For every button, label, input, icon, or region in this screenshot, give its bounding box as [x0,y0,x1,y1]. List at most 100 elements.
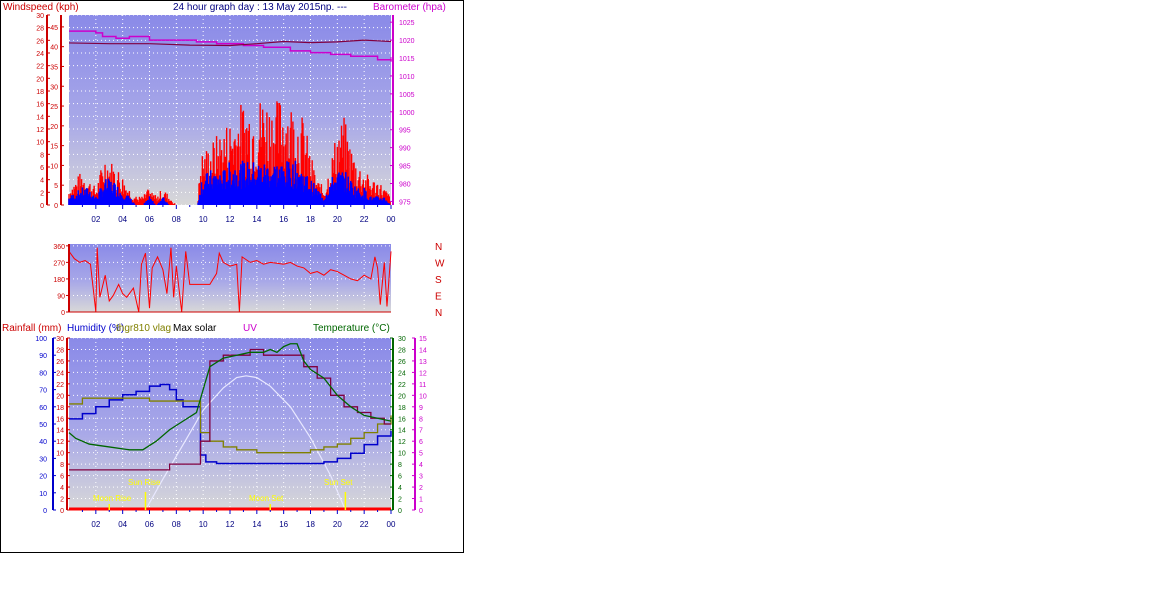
temperature-axis-tick-label: 4 [398,485,402,492]
wind-kph-axis-tick-label: 28 [36,26,44,33]
solar-max-series [144,375,346,511]
humidity-axis-tick-label: 0 [43,508,47,515]
wind-inner-axis-tick-label: 10 [50,163,58,170]
wind-kph-axis-tick-label: 20 [36,76,44,83]
uv-axis-tick-label: 1 [419,497,423,504]
barometer-axis-label: Barometer (hpa) [373,2,446,13]
compass-label: N [435,242,442,253]
rain-axis-tick-label: 12 [56,439,64,446]
compass-label: E [435,291,442,302]
chart-title: 24 hour graph day : 13 May 2015np. --- [173,2,347,13]
temperature-axis-tick-label: 24 [398,370,406,377]
hour-tick-label: 20 [333,520,342,529]
barometer-axis-tick-label: 1000 [399,110,415,117]
sensor-label: thgr810 vlag [116,323,171,334]
uv-axis-tick-label: 0 [419,508,423,515]
hour-tick-label: 04 [118,215,127,224]
barometer-axis-tick-label: 990 [399,146,411,153]
uv-axis-tick-label: 9 [419,405,423,412]
hour-tick-label: 06 [145,215,154,224]
uv-axis-tick-label: 7 [419,428,423,435]
hour-tick-label: 12 [226,215,235,224]
rain-axis-tick-label: 16 [56,416,64,423]
uv-axis-tick-label: 15 [419,336,427,343]
temperature-axis-tick-label: 16 [398,416,406,423]
barometer-axis-tick-label: 1005 [399,92,415,99]
barometer-axis-tick-label: 1025 [399,20,415,27]
temperature-axis-tick-label: 2 [398,497,402,504]
uv-axis-tick-label: 12 [419,370,427,377]
humidity-series [69,383,392,465]
barometer-axis-tick-label: 980 [399,181,411,188]
humidity-axis-tick-label: 10 [39,491,47,498]
barometer-axis-tick-label: 1015 [399,56,415,63]
wind-kph-axis-tick-label: 6 [40,165,44,172]
wind-kph-axis-tick-label: 30 [36,13,44,20]
humidity-axis-label: Humidity (%) [67,323,124,334]
wind-kph-axis-tick-label: 14 [36,114,44,121]
humidity-axis-tick-label: 70 [39,388,47,395]
humidity-axis-tick-label: 100 [35,336,47,343]
rain-axis-tick-label: 6 [60,474,64,481]
rain-axis-label: Rainfall (mm) [2,323,61,334]
temperature-axis-tick-label: 12 [398,439,406,446]
temperature-axis-tick-label: 6 [398,474,402,481]
rain-axis-tick-label: 0 [60,508,64,515]
hour-tick-label: 06 [145,520,154,529]
direction-panel-bg [69,244,391,312]
humidity-axis-tick-label: 80 [39,370,47,377]
hour-tick-label: 22 [360,215,369,224]
humidity-axis-tick-label: 90 [39,353,47,360]
weather-charts: Windspeed (kph) 24 hour graph day : 13 M… [2,2,446,529]
wind-inner-axis-tick-label: 20 [50,124,58,131]
rain-axis-tick-label: 28 [56,347,64,354]
wind-inner-axis-tick-label: 5 [54,183,58,190]
hour-tick-label: 10 [199,520,208,529]
wind-kph-axis-tick-label: 24 [36,51,44,58]
uv-axis-tick-label: 10 [419,393,427,400]
temperature-axis-tick-label: 28 [398,347,406,354]
wind-kph-axis-tick-label: 22 [36,64,44,71]
wind-inner-axis-tick-label: 45 [50,25,58,32]
hour-tick-label: 20 [333,215,342,224]
barometer-axis-tick-label: 995 [399,128,411,135]
hour-tick-label: 08 [172,520,181,529]
humidity-axis-tick-label: 40 [39,439,47,446]
direction-axis-tick-label: 360 [53,244,65,251]
sun-rise-label: Sun Rise [128,478,161,487]
direction-axis-tick-label: 90 [57,293,65,300]
direction-axis-tick-label: 0 [61,310,65,317]
hour-tick-label: 14 [252,520,261,529]
temperature-series [68,343,392,451]
hour-tick-label: 18 [306,215,315,224]
compass-label: S [435,275,442,286]
rain-axis-tick-label: 22 [56,382,64,389]
wind-axis-label: Windspeed (kph) [3,2,79,13]
wind-inner-axis-tick-label: 0 [54,203,58,210]
moon-rise-label: Moon Rise [93,494,132,503]
humidity-axis-tick-label: 30 [39,456,47,463]
sun-set-label: Sun Set [324,478,353,487]
compass-label: W [435,258,445,269]
uv-axis-tick-label: 3 [419,474,423,481]
rain-axis-tick-label: 20 [56,393,64,400]
wind-average-series [68,160,391,205]
wind-kph-axis-tick-label: 10 [36,140,44,147]
hour-tick-label: 02 [91,215,100,224]
rain-axis-tick-label: 18 [56,405,64,412]
barometer-axis-tick-label: 1010 [399,74,415,81]
hour-tick-label: 08 [172,215,181,224]
temperature-axis-tick-label: 30 [398,336,406,343]
uv-axis-tick-label: 5 [419,451,423,458]
barometer-axis-tick-label: 1020 [399,38,415,45]
temperature-axis-tick-label: 22 [398,382,406,389]
barometer-axis-tick-label: 985 [399,164,411,171]
wind-inner-axis-tick-label: 35 [50,64,58,71]
hour-tick-label: 18 [306,520,315,529]
uv-axis-tick-label: 4 [419,462,423,469]
temperature-axis-tick-label: 10 [398,451,406,458]
rain-axis-tick-label: 8 [60,462,64,469]
uv-axis-tick-label: 13 [419,359,427,366]
weather-graph-frame: Windspeed (kph) 24 hour graph day : 13 M… [0,0,464,553]
wind-inner-axis-tick-label: 30 [50,84,58,91]
